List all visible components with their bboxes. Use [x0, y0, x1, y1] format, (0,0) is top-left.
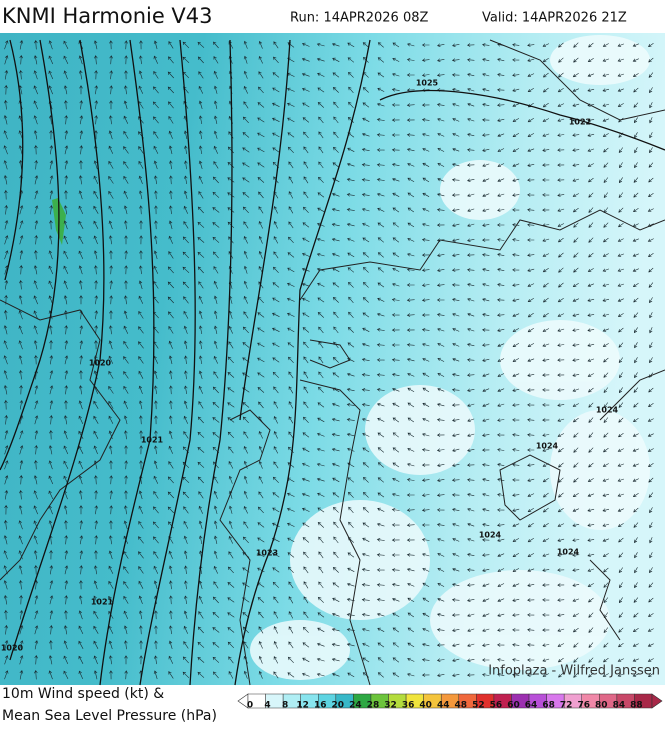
isobar-label: 1023	[256, 549, 278, 558]
coastlines	[0, 39, 665, 686]
isobar-label: 1024	[479, 531, 502, 540]
colorbar-label: 48	[455, 701, 468, 711]
colorbar-label: 40	[419, 701, 432, 711]
map: 1025 1022 1020 1021 1024 1024 1024 1023 1024 1021…	[0, 33, 665, 686]
colorbar-label: 8	[282, 701, 288, 711]
colorbar-label: 36	[402, 701, 415, 711]
colorbar-label: 20	[332, 701, 345, 711]
isobar-label: 1020	[89, 359, 112, 368]
colorbar-label: 24	[349, 701, 362, 711]
credit: Infoplaza - Wilfred Janssen	[488, 664, 660, 679]
isobar-label: 1021	[91, 598, 114, 607]
isobar-label: 1024	[536, 442, 559, 451]
colorbar-label: 68	[542, 701, 555, 711]
valid-time: Valid: 14APR2026 21Z	[482, 11, 627, 26]
isobar-label: 1020	[1, 644, 24, 653]
colorbar-label: 72	[560, 701, 573, 711]
colorbar-label: 88	[630, 701, 643, 711]
legend-title: Mean Sea Level Pressure (hPa)	[2, 708, 217, 724]
colorbar-label: 60	[507, 701, 520, 711]
wind-arrows	[3, 40, 654, 680]
colorbar-label: 44	[437, 701, 450, 711]
colorbar-high	[651, 693, 663, 709]
colorbar-label: 64	[525, 701, 538, 711]
colorbar-label: 84	[613, 701, 626, 711]
colorbar-label: 28	[367, 701, 380, 711]
colorbar-label: 32	[384, 701, 397, 711]
colorbar-label: 4	[264, 701, 270, 711]
colorbar-label: 76	[577, 701, 590, 711]
colorbar-label: 12	[296, 701, 309, 711]
isobars	[0, 39, 665, 686]
colorbar-label: 52	[472, 701, 485, 711]
isobar-label: 1021	[141, 436, 164, 445]
legend-title: 10m Wind speed (kt) &	[2, 686, 164, 702]
isobar-label: 1024	[596, 406, 619, 415]
colorbar-label: 0	[247, 701, 253, 711]
isobar-label: 1025	[416, 79, 439, 88]
colorbar-label: 56	[490, 701, 503, 711]
colorbar-label: 16	[314, 701, 327, 711]
run-time: Run: 14APR2026 08Z	[290, 11, 429, 26]
title: KNMI Harmonie V43	[2, 4, 213, 28]
isobar-label: 1024	[557, 548, 580, 557]
arrow-field	[3, 40, 654, 680]
colorbar: 0 4 8 12 16 20 24 28 32 36 40 44 48 52 56 60 64 68 72 76 80 8…	[237, 693, 663, 711]
isobar-labels: 1025 1022 1020 1021 1024 1024 1024 1023 1024 1021…	[1, 79, 619, 653]
isobar-label: 1022	[569, 118, 591, 127]
colorbar-label: 80	[595, 701, 608, 711]
